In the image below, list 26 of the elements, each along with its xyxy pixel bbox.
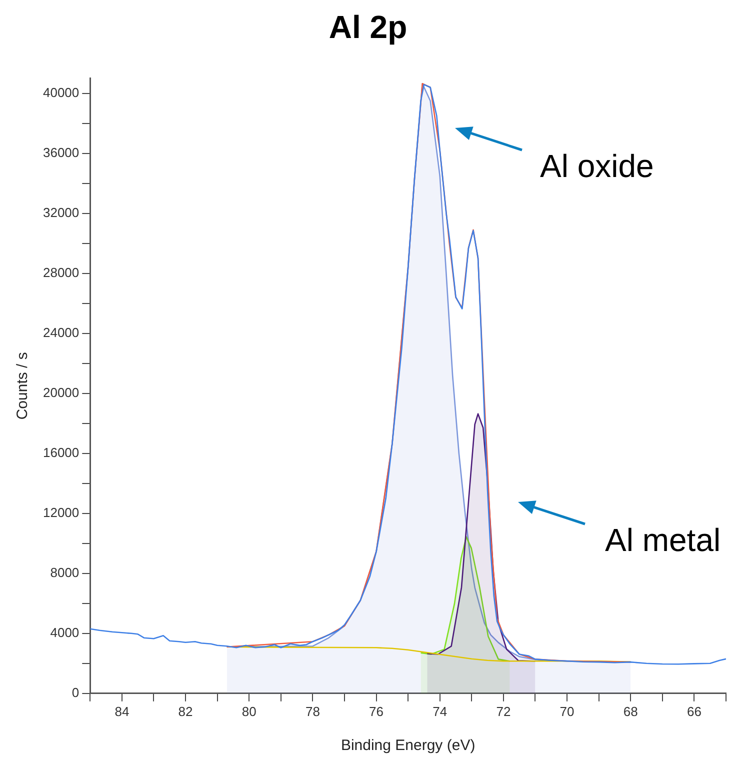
y-tick-label: 16000 [42, 444, 80, 460]
y-tick-label: 4000 [50, 624, 80, 640]
x-tick-label: 78 [305, 704, 320, 719]
y-tick-label: 20000 [42, 384, 80, 400]
y-tick-label: 28000 [42, 264, 80, 280]
y-tick-label: 8000 [50, 564, 80, 580]
x-axis-title: Binding Energy (eV) [340, 737, 476, 754]
x-tick-label: 74 [432, 704, 448, 719]
y-tick-label: 24000 [42, 324, 80, 340]
x-tick-label: 80 [242, 704, 256, 719]
x-tick-label: 66 [686, 704, 702, 719]
y-axis-title: Counts / s [14, 352, 32, 420]
y-tick-label: 40000 [42, 84, 80, 100]
x-tick-label: 72 [496, 704, 511, 719]
annotation: Al metal [605, 522, 721, 558]
y-tick-label: 36000 [42, 144, 80, 160]
y-tick-label: 0 [72, 684, 80, 700]
x-tick-label: 82 [178, 704, 193, 719]
x-tick-label: 68 [623, 704, 638, 719]
chart-title: Al 2p [328, 9, 408, 46]
x-tick-label: 84 [114, 704, 130, 719]
y-tick-label: 12000 [42, 504, 80, 520]
x-tick-label: 70 [560, 704, 574, 719]
annotation: Al oxide [540, 148, 654, 184]
x-tick-label: 76 [369, 704, 384, 719]
y-tick-label: 32000 [42, 204, 80, 220]
